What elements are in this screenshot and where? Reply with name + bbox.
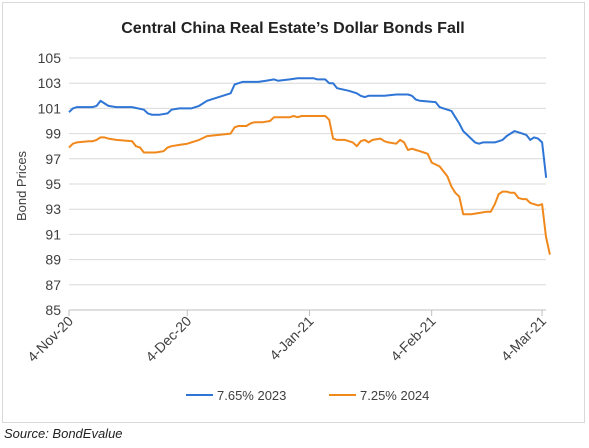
y-axis-title: Bond Prices bbox=[14, 150, 29, 221]
x-axis-ticks: 4-Nov-20 4-Dec-20 4-Jan-21 4-Feb-21 4-Mar-21 bbox=[24, 310, 549, 365]
y-axis-ticks: 85 87 89 91 93 95 97 99 101 103 105 bbox=[38, 50, 62, 318]
x-tick-label: 4-Nov-20 bbox=[24, 313, 76, 365]
y-tick-label: 91 bbox=[45, 226, 61, 242]
series-line bbox=[68, 77, 547, 178]
y-tick-label: 105 bbox=[38, 50, 62, 66]
x-tick-label: 4-Feb-21 bbox=[387, 313, 439, 365]
x-tick-label: 4-Jan-21 bbox=[266, 313, 317, 364]
y-tick-label: 97 bbox=[45, 151, 61, 167]
y-tick-label: 103 bbox=[38, 75, 62, 91]
x-tick-label: 4-Dec-20 bbox=[142, 313, 194, 365]
y-tick-label: 99 bbox=[45, 126, 61, 142]
y-tick-label: 85 bbox=[45, 302, 61, 318]
legend-label: 7.25% 2024 bbox=[360, 388, 429, 403]
chart-title: Central China Real Estate’s Dollar Bonds… bbox=[121, 20, 465, 37]
gridlines bbox=[69, 57, 546, 311]
line-chart: Central China Real Estate’s Dollar Bonds… bbox=[14, 20, 551, 403]
source-note: Source: BondEvalue bbox=[4, 426, 123, 441]
series-line bbox=[68, 115, 551, 255]
chart-frame: Central China Real Estate’s Dollar Bonds… bbox=[2, 2, 585, 423]
legend-label: 7.65% 2023 bbox=[217, 388, 286, 403]
y-tick-label: 89 bbox=[45, 252, 61, 268]
y-tick-label: 95 bbox=[45, 176, 61, 192]
y-tick-label: 101 bbox=[38, 100, 62, 116]
series-lines bbox=[68, 77, 551, 255]
y-tick-label: 93 bbox=[45, 201, 61, 217]
legend: 7.65% 2023 7.25% 2024 bbox=[186, 388, 429, 403]
y-tick-label: 87 bbox=[45, 277, 61, 293]
x-tick-label: 4-Mar-21 bbox=[498, 313, 550, 365]
